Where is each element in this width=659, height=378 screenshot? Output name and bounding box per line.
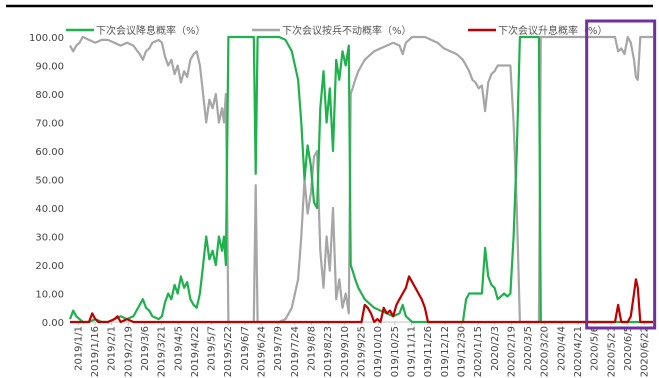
y-tick-label: 70.00 <box>35 119 64 130</box>
x-tick-label: 2019/8/8 <box>307 326 318 371</box>
x-tick-label: 2019/11/11 <box>406 326 417 378</box>
x-tick-label: 2019/2/19 <box>123 326 134 377</box>
plot-area <box>68 35 653 324</box>
x-tick-label: 2019/4/5 <box>173 326 184 371</box>
x-tick-label: 2019/7/9 <box>273 326 284 371</box>
x-tick-label: 2019/5/7 <box>207 326 218 371</box>
x-tick-label: 2019/4/22 <box>190 326 201 377</box>
x-tick-label: 2019/1/1 <box>73 326 84 371</box>
x-tick-label: 2019/9/25 <box>357 326 368 377</box>
y-tick-label: 80.00 <box>35 90 64 101</box>
series-line-1 <box>69 35 653 324</box>
y-tick-label: 90.00 <box>35 62 64 73</box>
x-tick-label: 2019/7/24 <box>290 326 301 377</box>
x-tick-label: 2019/5/22 <box>223 326 234 377</box>
y-tick-label: 40.00 <box>35 204 64 215</box>
x-tick-label: 2020/5/6 <box>590 326 601 371</box>
x-tick-label: 2020/6/22 <box>640 326 651 377</box>
x-tick-label: 2020/1/15 <box>473 326 484 377</box>
y-tick-label: 10.00 <box>35 290 64 301</box>
highlight-box <box>585 19 657 330</box>
x-tick-label: 2019/3/21 <box>157 326 168 377</box>
x-tick-label: 2020/3/20 <box>540 326 551 377</box>
x-tick-label: 2020/4/21 <box>573 326 584 377</box>
x-tick-label: 2019/3/6 <box>140 326 151 371</box>
legend-label-hike: 下次会议升息概率（%） <box>498 24 608 37</box>
x-tick-label: 2019/10/25 <box>390 326 401 378</box>
series-line-0 <box>68 35 653 324</box>
x-tick-label: 2020/5/21 <box>606 326 617 377</box>
x-tick-label: 2019/12/30 <box>456 326 467 378</box>
y-tick-label: 100.00 <box>29 33 64 44</box>
legend-label-cut: 下次会议降息概率（%） <box>96 24 206 37</box>
x-tick-label: 2020/3/5 <box>523 326 534 371</box>
legend-item-hike: 下次会议升息概率（%） <box>468 24 608 37</box>
x-tick-label: 2020/6/5 <box>623 326 634 371</box>
x-tick-label: 2019/11/26 <box>423 326 434 378</box>
x-tick-label: 2019/10/10 <box>373 326 384 378</box>
x-tick-label: 2019/6/24 <box>257 326 268 377</box>
x-tick-label: 2019/9/10 <box>340 326 351 377</box>
x-tick-label: 2019/12/12 <box>440 326 451 378</box>
y-tick-label: 0.00 <box>42 318 64 329</box>
x-tick-label: 2020/4/4 <box>556 326 567 371</box>
x-tick-label: 2019/1/16 <box>90 326 101 377</box>
y-tick-label: 50.00 <box>35 176 64 187</box>
y-tick-label: 20.00 <box>35 261 64 272</box>
x-tick-label: 2020/2/3 <box>490 326 501 371</box>
x-tick-label: 2019/2/1 <box>107 326 118 371</box>
y-tick-label: 30.00 <box>35 233 64 244</box>
series-line-2 <box>70 275 653 324</box>
x-tick-label: 2019/6/7 <box>240 326 251 371</box>
y-tick-label: 60.00 <box>35 147 64 158</box>
legend-label-hold: 下次会议按兵不动概率（%） <box>282 24 412 37</box>
x-tick-label: 2019/8/23 <box>323 326 334 377</box>
legend: 下次会议降息概率（%） 下次会议按兵不动概率（%） 下次会议升息概率（%） <box>66 24 608 37</box>
axes: 0.00 10.00 20.00 30.00 40.00 50.00 60.00 70.00 8… <box>29 33 653 378</box>
x-tick-label: 2020/2/19 <box>506 326 517 377</box>
legend-item-cut: 下次会议降息概率（%） <box>66 24 206 37</box>
legend-item-hold: 下次会议按兵不动概率（%） <box>252 24 412 37</box>
